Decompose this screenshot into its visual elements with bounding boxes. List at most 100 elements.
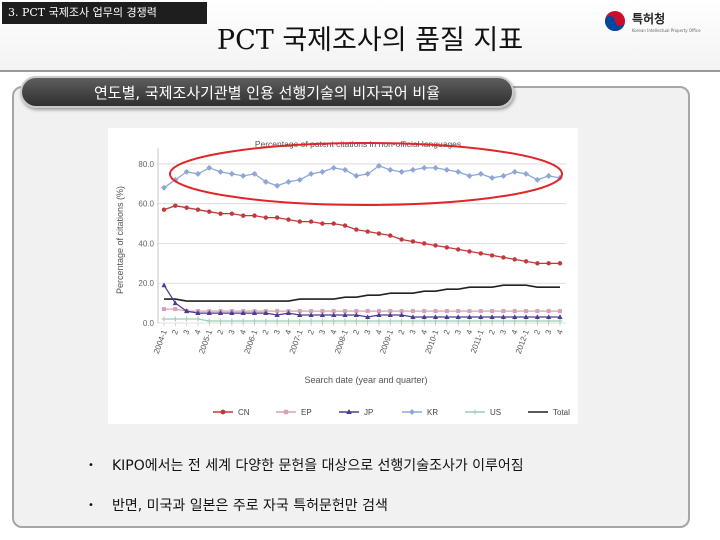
data-point-kr (421, 164, 428, 171)
series-line-us (164, 318, 560, 322)
data-point-kr (217, 168, 224, 175)
x-tick-label: 4 (555, 328, 565, 336)
x-tick-label: 3 (272, 328, 282, 336)
data-point-us (195, 316, 201, 322)
data-point-jp (195, 310, 201, 316)
data-point-ep (309, 309, 314, 314)
data-point-us (444, 318, 450, 324)
x-tick-label: 4 (283, 328, 293, 336)
data-point-ep (490, 309, 495, 314)
data-point-ep (320, 309, 325, 314)
data-point-jp (376, 312, 382, 318)
data-point-cn (399, 237, 404, 242)
data-point-cn (489, 253, 495, 258)
data-point-kr (353, 172, 360, 179)
taegeuk-icon (605, 11, 625, 31)
data-point-ep (162, 307, 166, 312)
data-point-us (376, 318, 382, 324)
series-kr (161, 162, 563, 191)
data-point-cn (173, 203, 178, 208)
data-point-ep (524, 309, 529, 314)
data-point-kr (466, 172, 473, 179)
data-point-jp (217, 310, 224, 316)
x-tick-label: 3 (453, 328, 463, 336)
data-point-us (500, 318, 506, 324)
series-line-cn (163, 205, 560, 265)
data-point-us (252, 318, 258, 324)
data-point-jp (410, 314, 416, 320)
data-point-us (512, 318, 518, 324)
data-point-ep (456, 309, 461, 314)
data-point-jp (365, 314, 371, 320)
data-point-us (184, 316, 190, 322)
data-point-kr (240, 172, 247, 179)
series-line-total (164, 284, 560, 302)
data-point-cn (557, 261, 563, 266)
data-point-kr (534, 176, 541, 183)
x-tick-label: 2 (306, 328, 316, 336)
data-point-cn (241, 213, 246, 218)
data-point-us (478, 318, 484, 324)
data-point-us (523, 318, 529, 324)
x-tick-label: 2 (532, 328, 542, 336)
x-tick-label: 3 (363, 328, 373, 336)
legend-label: US (490, 408, 501, 417)
chart-container: Percentage of patent citations in non-of… (108, 128, 578, 424)
data-point-ep (388, 309, 393, 314)
data-point-us (285, 318, 291, 324)
data-point-cn (433, 243, 438, 248)
data-point-ep (331, 309, 336, 314)
data-point-cn (455, 247, 461, 252)
x-tick-label: 2 (170, 328, 180, 336)
data-point-us (466, 318, 472, 324)
legend-marker (472, 409, 478, 415)
x-axis-label: Search date (year and quarter) (304, 375, 427, 385)
data-point-jp (161, 282, 167, 288)
data-point-ep (365, 309, 370, 314)
x-tick-label: 2 (215, 328, 225, 336)
data-point-jp (342, 312, 348, 318)
data-point-cn (286, 217, 291, 222)
data-point-us (421, 318, 427, 324)
legend-item-total: Total (528, 408, 570, 417)
data-point-kr (545, 172, 552, 179)
data-point-cn (410, 239, 416, 244)
series-ep (162, 307, 562, 314)
data-point-ep (546, 309, 551, 314)
y-tick-label: 20.0 (138, 279, 154, 288)
data-point-kr (228, 170, 235, 177)
y-tick-label: 80.0 (138, 160, 154, 169)
data-point-kr (432, 164, 439, 171)
series-jp (161, 282, 563, 320)
x-tick-label: 4 (464, 328, 474, 336)
slide-title: PCT 국제조사의 품질 지표 (216, 25, 524, 56)
data-point-ep (275, 309, 280, 314)
data-point-ep (467, 309, 472, 314)
x-tick-label: 4 (510, 328, 520, 336)
y-tick-label: 60.0 (138, 200, 154, 209)
data-point-kr (511, 168, 518, 175)
data-point-cn (218, 211, 223, 216)
data-point-us (399, 318, 405, 324)
data-point-kr (330, 164, 337, 171)
data-point-ep (297, 309, 302, 314)
data-point-jp (206, 310, 212, 316)
x-tick-label: 3 (408, 328, 418, 336)
legend-label: KR (427, 408, 438, 417)
bullet-text: KIPO에서는 전 세계 다양한 문헌을 대상으로 선행기술조사가 이루어짐 (112, 458, 524, 474)
line-chart: Percentage of patent citations in non-of… (115, 139, 570, 417)
data-point-us (342, 318, 348, 324)
legend-label: Total (553, 408, 570, 417)
data-point-cn (422, 241, 427, 246)
data-point-kr (409, 166, 416, 173)
data-point-cn (207, 209, 212, 214)
data-point-us (331, 318, 337, 324)
section-label: 3. PCT 국제조사 업무의 경쟁력 (2, 2, 207, 24)
data-point-jp (546, 314, 552, 320)
data-point-jp (421, 314, 427, 320)
data-point-kr (183, 168, 190, 175)
data-point-ep (354, 309, 359, 314)
header-divider (0, 70, 720, 72)
data-point-ep (501, 309, 506, 314)
data-point-kr (364, 170, 371, 177)
